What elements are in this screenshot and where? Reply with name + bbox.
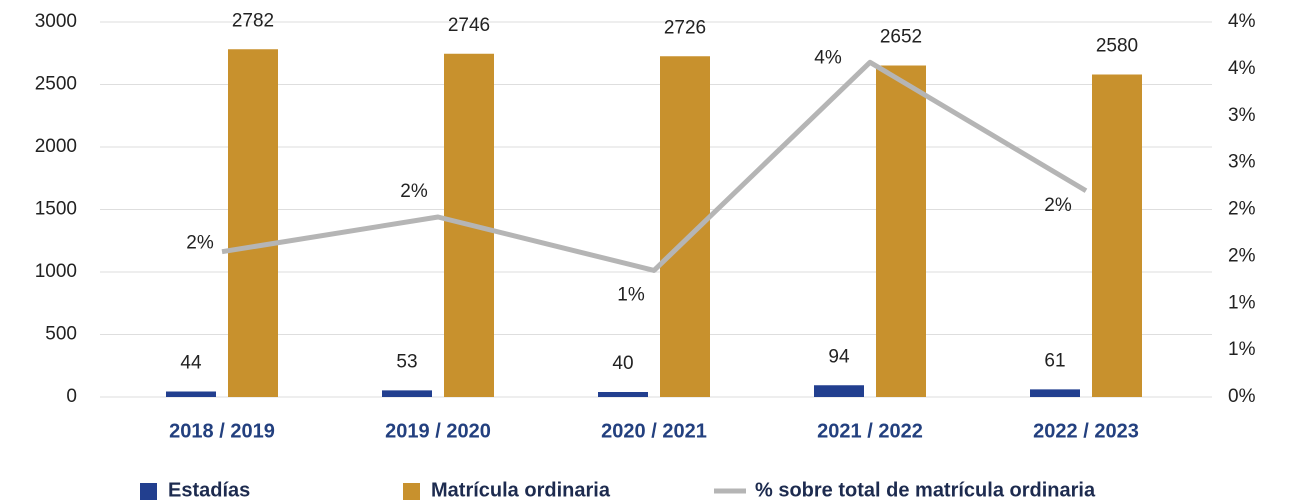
- data-label: 61: [1044, 350, 1065, 371]
- data-label: 2726: [664, 17, 706, 38]
- bar: [814, 385, 864, 397]
- data-label: 94: [828, 346, 850, 367]
- data-label: 2580: [1096, 36, 1138, 57]
- bar: [228, 49, 278, 397]
- data-label: 40: [612, 353, 633, 374]
- legend-label: % sobre total de matrícula ordinaria: [755, 479, 1096, 501]
- legend-label: Estadías: [168, 479, 250, 501]
- bar: [1030, 389, 1080, 397]
- line-series: [221, 59, 1088, 273]
- legend-swatch: [403, 483, 420, 500]
- bar: [876, 65, 926, 397]
- y2-tick-label: 3%: [1228, 105, 1256, 126]
- y-tick-label: 3000: [35, 11, 77, 32]
- line-data-label: 2%: [1044, 195, 1072, 216]
- line-data-label: 1%: [617, 284, 645, 305]
- x-tick-label: 2020 / 2021: [601, 420, 707, 442]
- legend-label: Matrícula ordinaria: [431, 479, 611, 501]
- legend-swatch: [140, 483, 157, 500]
- data-label: 44: [180, 353, 202, 374]
- bar: [382, 390, 432, 397]
- x-tick-label: 2018 / 2019: [169, 420, 275, 442]
- y-tick-label: 1000: [35, 261, 77, 282]
- y2-tick-label: 4%: [1228, 58, 1256, 79]
- y2-tick-label: 3%: [1228, 152, 1256, 173]
- y2-tick-label: 4%: [1228, 11, 1256, 32]
- data-label: 2652: [880, 27, 922, 48]
- bar: [598, 392, 648, 397]
- x-tick-label: 2022 / 2023: [1033, 420, 1139, 442]
- data-label: 53: [396, 351, 417, 372]
- y2-tick-label: 2%: [1228, 199, 1256, 220]
- line-data-label: 2%: [400, 181, 428, 202]
- y-tick-label: 2000: [35, 136, 77, 157]
- y-tick-label: 0: [66, 386, 77, 407]
- bar: [1092, 74, 1142, 397]
- y-tick-label: 500: [45, 324, 77, 345]
- x-tick-label: 2019 / 2020: [385, 420, 491, 442]
- x-tick-label: 2021 / 2022: [817, 420, 923, 442]
- line-data-label: 2%: [186, 233, 214, 254]
- y2-tick-label: 0%: [1228, 386, 1256, 407]
- data-label: 2782: [232, 10, 274, 31]
- y2-tick-label: 1%: [1228, 292, 1256, 313]
- data-label: 2746: [448, 15, 490, 36]
- y-tick-label: 2500: [35, 74, 77, 95]
- line-data-label: 4%: [814, 47, 842, 68]
- bar: [166, 391, 216, 397]
- y-tick-label: 1500: [35, 199, 77, 220]
- y2-tick-label: 1%: [1228, 339, 1256, 360]
- y2-tick-label: 2%: [1228, 245, 1256, 266]
